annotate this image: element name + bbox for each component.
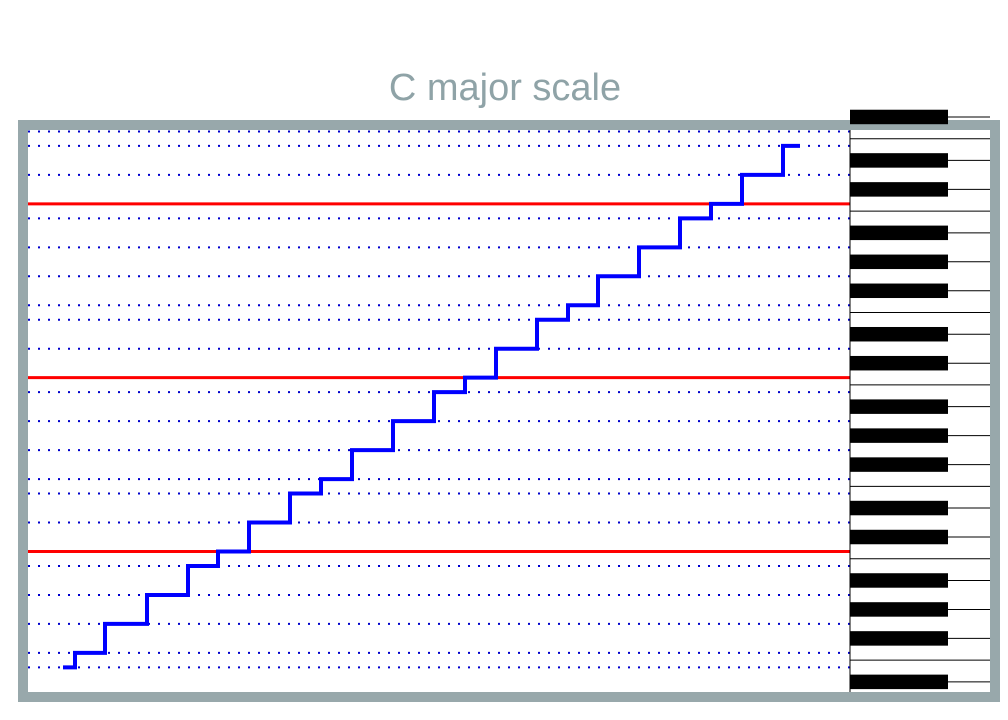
black-key bbox=[850, 225, 948, 241]
black-key bbox=[850, 500, 948, 516]
black-key bbox=[850, 182, 948, 197]
black-key bbox=[850, 254, 948, 270]
black-key bbox=[850, 428, 948, 443]
note-line bbox=[63, 143, 800, 670]
black-key bbox=[850, 399, 948, 414]
black-key bbox=[850, 602, 948, 617]
black-key bbox=[850, 109, 948, 125]
frame bbox=[18, 120, 1000, 702]
black-key bbox=[850, 457, 948, 472]
black-key bbox=[850, 573, 948, 588]
black-key bbox=[850, 631, 948, 646]
black-key bbox=[850, 153, 948, 168]
chart-title: C major scale bbox=[389, 67, 621, 109]
black-key bbox=[850, 674, 948, 690]
black-key bbox=[850, 355, 948, 371]
black-key bbox=[850, 326, 948, 342]
black-key bbox=[850, 283, 948, 299]
black-key bbox=[850, 529, 948, 545]
